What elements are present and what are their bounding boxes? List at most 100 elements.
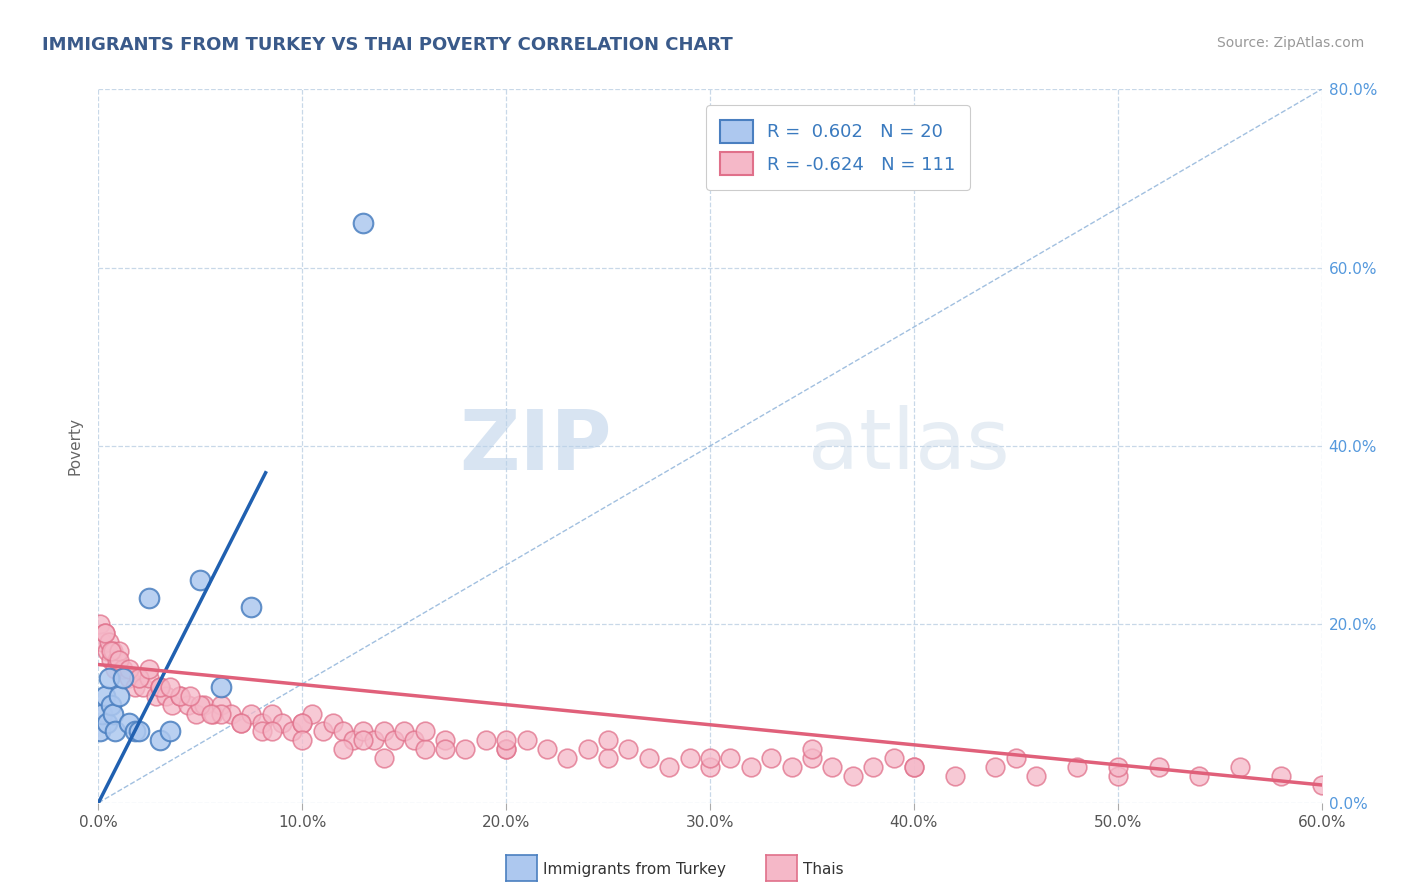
- Point: [250, 715, 273, 730]
- Text: Immigrants from Turkey: Immigrants from Turkey: [543, 863, 725, 877]
- Point: [332, 724, 354, 739]
- Point: [97, 635, 120, 649]
- Point: [332, 742, 354, 756]
- Point: [219, 706, 242, 721]
- Point: [1004, 751, 1026, 765]
- Point: [392, 724, 416, 739]
- Point: [149, 680, 172, 694]
- Point: [862, 760, 884, 774]
- Point: [159, 680, 181, 694]
- Point: [108, 644, 131, 658]
- Point: [984, 760, 1007, 774]
- Point: [89, 617, 111, 632]
- Point: [903, 760, 925, 774]
- Point: [1229, 760, 1251, 774]
- Point: [761, 751, 783, 765]
- Point: [1107, 769, 1129, 783]
- Text: IMMIGRANTS FROM TURKEY VS THAI POVERTY CORRELATION CHART: IMMIGRANTS FROM TURKEY VS THAI POVERTY C…: [42, 36, 733, 54]
- Point: [200, 706, 222, 721]
- Point: [454, 742, 477, 756]
- Point: [363, 733, 385, 747]
- Point: [138, 591, 160, 605]
- Point: [124, 680, 146, 694]
- Point: [322, 715, 344, 730]
- Y-axis label: Poverty: Poverty: [67, 417, 83, 475]
- Point: [301, 706, 323, 721]
- Point: [883, 751, 905, 765]
- Point: [373, 724, 395, 739]
- Point: [821, 760, 844, 774]
- Point: [373, 751, 395, 765]
- Point: [104, 724, 127, 739]
- Point: [177, 698, 200, 712]
- Point: [413, 742, 436, 756]
- Point: [132, 680, 155, 694]
- Point: [740, 760, 762, 774]
- Point: [118, 715, 141, 730]
- Point: [720, 751, 742, 765]
- Point: [679, 751, 702, 765]
- Point: [291, 733, 314, 747]
- Point: [495, 742, 517, 756]
- Point: [1025, 769, 1047, 783]
- Point: [434, 742, 457, 756]
- Point: [186, 706, 208, 721]
- Point: [270, 715, 294, 730]
- Point: [209, 698, 232, 712]
- Point: [352, 724, 374, 739]
- Point: [138, 671, 160, 685]
- Point: [201, 706, 224, 721]
- Point: [149, 680, 172, 694]
- Point: [1107, 760, 1129, 774]
- Point: [352, 733, 374, 747]
- Point: [93, 626, 115, 640]
- Point: [188, 573, 212, 587]
- Point: [138, 662, 160, 676]
- Point: [155, 689, 177, 703]
- Point: [111, 662, 134, 676]
- Point: [312, 724, 335, 739]
- Point: [193, 698, 215, 712]
- Point: [903, 760, 925, 774]
- Point: [291, 715, 314, 730]
- Point: [260, 724, 283, 739]
- Point: [105, 653, 128, 667]
- Legend: R =  0.602   N = 20, R = -0.624   N = 111: R = 0.602 N = 20, R = -0.624 N = 111: [706, 105, 970, 190]
- Point: [495, 733, 517, 747]
- Text: atlas: atlas: [808, 406, 1010, 486]
- Point: [536, 742, 558, 756]
- Point: [495, 742, 517, 756]
- Point: [128, 671, 150, 685]
- Point: [434, 733, 457, 747]
- Point: [250, 724, 273, 739]
- Point: [100, 653, 122, 667]
- Point: [240, 599, 263, 614]
- Point: [149, 733, 172, 747]
- Point: [101, 644, 124, 658]
- Point: [281, 724, 304, 739]
- Text: Thais: Thais: [803, 863, 844, 877]
- Point: [91, 706, 114, 721]
- Point: [658, 760, 681, 774]
- Point: [108, 653, 131, 667]
- Point: [101, 706, 124, 721]
- Point: [260, 706, 283, 721]
- Point: [96, 715, 118, 730]
- Point: [231, 715, 253, 730]
- Point: [145, 689, 167, 703]
- Point: [104, 662, 127, 676]
- Point: [124, 724, 146, 739]
- Point: [474, 733, 498, 747]
- Point: [801, 742, 824, 756]
- Point: [1188, 769, 1211, 783]
- Point: [93, 689, 115, 703]
- Point: [557, 751, 579, 765]
- Point: [598, 733, 620, 747]
- Point: [699, 760, 721, 774]
- Point: [128, 724, 150, 739]
- Point: [352, 216, 374, 230]
- Point: [1066, 760, 1088, 774]
- Point: [91, 635, 114, 649]
- Point: [404, 733, 426, 747]
- Point: [209, 680, 232, 694]
